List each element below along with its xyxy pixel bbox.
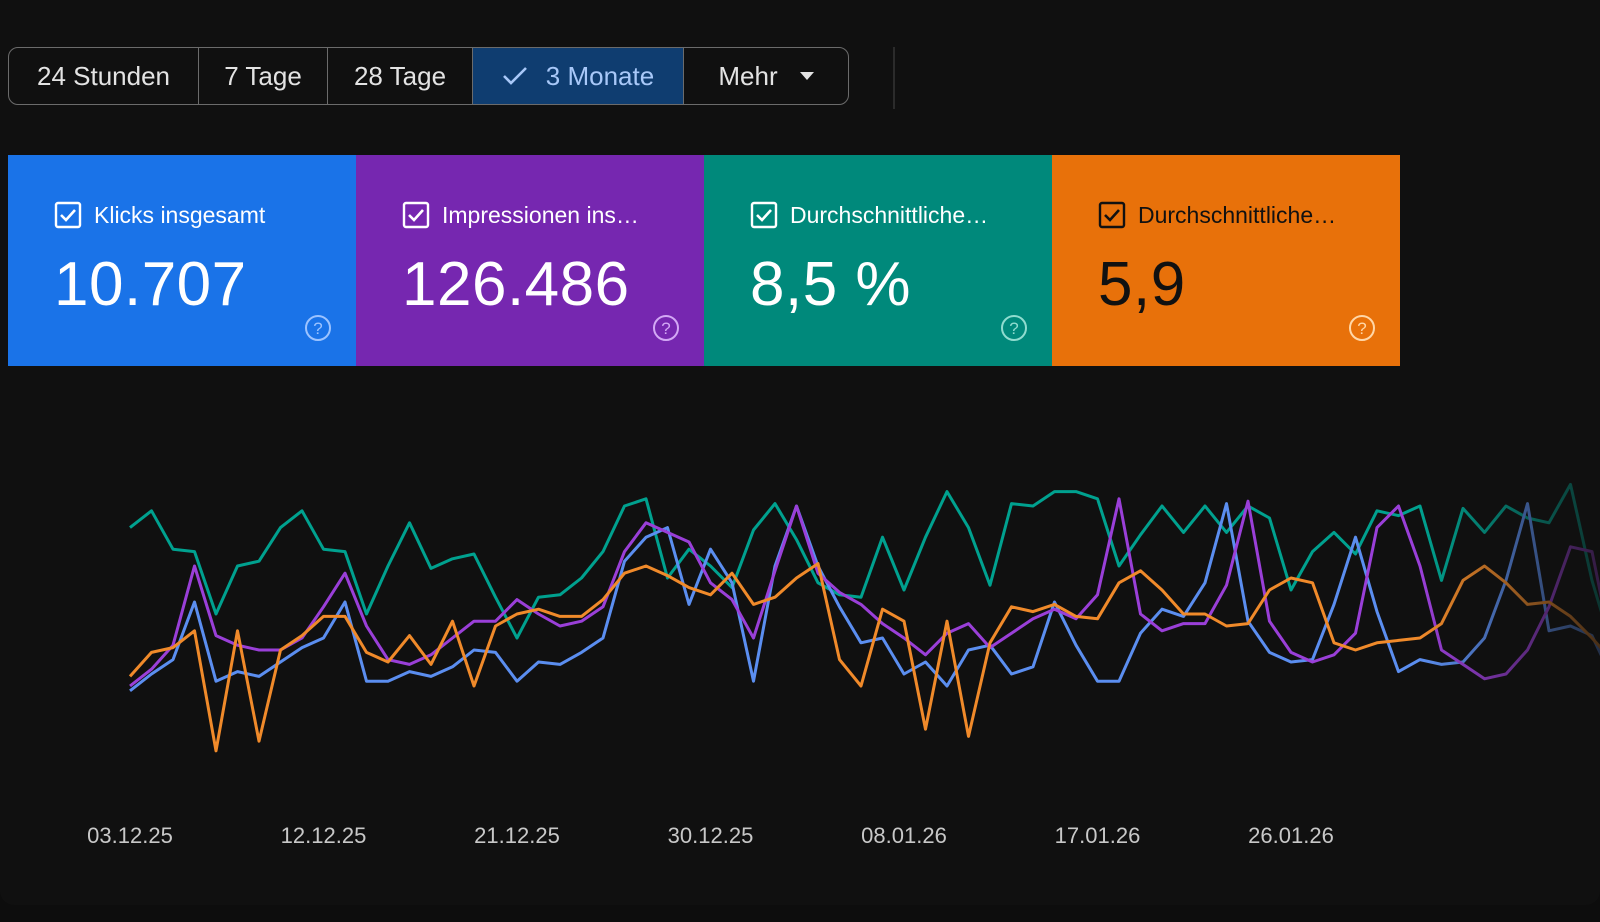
range-28-days-button[interactable]: 28 Tage [328, 48, 473, 104]
metric-label: Impressionen ins… [442, 201, 639, 228]
range-3-months-label: 3 Monate [545, 60, 655, 91]
svg-text:?: ? [1357, 319, 1366, 338]
svg-text:?: ? [313, 319, 322, 338]
metric-label: Durchschnittliche… [790, 201, 989, 228]
toolbar-divider [893, 47, 895, 109]
metric-value: 8,5 % [750, 250, 912, 319]
x-tick-label: 21.12.25 [474, 823, 560, 848]
checkbox-icon[interactable] [402, 201, 430, 229]
performance-chart[interactable]: 03.12.25 12.12.25 21.12.25 30.12.25 08.01.26… [0, 430, 1600, 870]
range-7-days-button[interactable]: 7 Tage [199, 48, 328, 104]
range-24-hours-button[interactable]: 24 Stunden [9, 48, 199, 104]
x-tick-label: 26.01.26 [1248, 823, 1334, 848]
metric-card-ctr[interactable]: Durchschnittliche… 8,5 % ? [704, 155, 1052, 366]
metric-value: 126.486 [402, 250, 630, 319]
x-tick-label: 03.12.25 [87, 823, 173, 848]
series-line-4[interactable] [128, 562, 1600, 753]
x-tick-label: 08.01.26 [861, 823, 947, 848]
x-tick-label: 17.01.26 [1055, 823, 1141, 848]
range-more-dropdown[interactable]: Mehr [684, 48, 848, 104]
metric-label: Durchschnittliche… [1138, 201, 1337, 228]
x-tick-label: 30.12.25 [668, 823, 754, 848]
checkbox-icon[interactable] [54, 201, 82, 229]
metric-value: 5,9 [1098, 250, 1186, 319]
checkmark-icon [502, 65, 528, 87]
metric-value: 10.707 [54, 250, 247, 319]
metric-card-position[interactable]: Durchschnittliche… 5,9 ? [1052, 155, 1400, 366]
chevron-down-icon [799, 72, 814, 80]
metric-label: Klicks insgesamt [94, 201, 266, 228]
x-tick-label: 12.12.25 [281, 823, 367, 848]
help-icon[interactable]: ? [1000, 314, 1028, 342]
series-line-1[interactable] [129, 482, 1600, 652]
metric-cards: Klicks insgesamt 10.707 ? Impressionen i… [8, 155, 1400, 366]
series-line-3[interactable] [129, 497, 1600, 688]
range-28-days-label: 28 Tage [353, 60, 447, 91]
chart-fade-overlay [1420, 430, 1600, 750]
range-3-months-button[interactable]: 3 Monate [473, 48, 684, 104]
range-more-label: Mehr [718, 60, 778, 91]
svg-text:?: ? [661, 319, 670, 338]
series-line-2[interactable] [129, 502, 1600, 692]
checkbox-icon[interactable] [1098, 201, 1126, 229]
metric-card-clicks[interactable]: Klicks insgesamt 10.707 ? [8, 155, 356, 366]
help-icon[interactable]: ? [304, 314, 332, 342]
range-7-days-label: 7 Tage [224, 60, 302, 91]
svg-text:?: ? [1009, 319, 1018, 338]
help-icon[interactable]: ? [652, 314, 680, 342]
metric-card-impressions[interactable]: Impressionen ins… 126.486 ? [356, 155, 704, 366]
date-range-selector: 24 Stunden 7 Tage 28 Tage 3 Monate Mehr [8, 47, 849, 105]
help-icon[interactable]: ? [1348, 314, 1376, 342]
range-24-hours-label: 24 Stunden [36, 60, 170, 91]
checkbox-icon[interactable] [750, 201, 778, 229]
